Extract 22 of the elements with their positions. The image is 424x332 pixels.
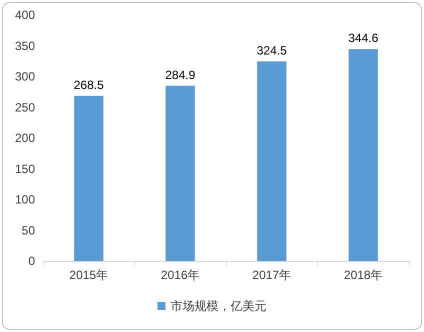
bar — [74, 96, 104, 261]
x-tick-label: 2016年 — [160, 268, 200, 282]
data-label: 344.6 — [348, 31, 379, 46]
x-tick-label: 2017年 — [252, 268, 292, 282]
legend-label: 市场规模，亿美元 — [170, 299, 266, 313]
y-tick-label: 300 — [14, 70, 36, 84]
bar — [348, 49, 378, 261]
y-tick-label: 400 — [14, 8, 36, 22]
y-tick-label: 250 — [14, 100, 36, 114]
bar — [166, 86, 195, 261]
bar — [257, 61, 286, 261]
x-tick-label: 2018年 — [344, 268, 383, 282]
y-tick-label: 100 — [14, 192, 36, 206]
data-label: 268.5 — [74, 78, 104, 92]
y-tick-label: 150 — [14, 162, 36, 176]
y-tick-label: 50 — [22, 223, 36, 238]
y-tick-label: 0 — [28, 254, 36, 268]
data-label: 324.5 — [256, 43, 288, 58]
data-label: 284.9 — [165, 68, 196, 82]
y-tick-label: 350 — [14, 38, 36, 53]
x-tick-label: 2015年 — [69, 268, 108, 282]
y-tick-label: 200 — [14, 131, 36, 145]
